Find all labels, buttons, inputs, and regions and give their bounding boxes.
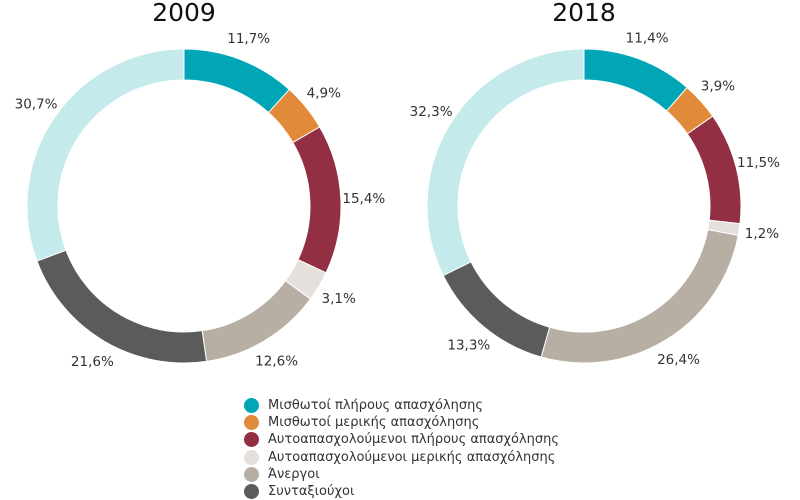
legend-label: Συνταξιούχοι [268, 484, 355, 500]
slice-value-label: 12,6% [255, 353, 298, 369]
legend: Μισθωτοί πλήρους απασχόλησης Μισθωτοί με… [244, 397, 664, 500]
donut-slice [36, 249, 208, 364]
donut-charts: 2009 11,7% 4,9% 15,4% 3,1% 12,6% 21,6% 30,7% 2… [15, 0, 780, 370]
legend-label: Άνεργοι [268, 466, 320, 482]
slice-value-label: 32,3% [410, 104, 453, 120]
legend-item: Μισθωτοί πλήρους απασχόλησης [244, 397, 664, 414]
donut-slice [583, 48, 688, 112]
donut-slice [292, 126, 342, 274]
donut-slice [686, 115, 742, 225]
donut-slice [26, 48, 185, 262]
legend-swatch [244, 415, 259, 431]
slice-value-label: 21,6% [71, 354, 114, 370]
slice-value-label: 30,7% [15, 96, 58, 112]
donut-2018: 11,4% 3,9% 11,5% 1,2% 26,4% 13,3% 32,3% [410, 30, 780, 368]
legend-label: Αυτοαπασχολούμενοι μερικής απασχόλησης [268, 449, 556, 465]
legend-swatch [244, 432, 259, 448]
slice-value-label: 4,9% [307, 86, 341, 102]
slice-value-label: 3,9% [701, 79, 735, 95]
donut-slice [426, 48, 585, 277]
slice-value-label: 11,4% [626, 30, 669, 46]
legend-swatch [244, 449, 259, 465]
slice-value-label: 15,4% [342, 191, 385, 207]
legend-item: Αυτοαπασχολούμενοι πλήρους απασχόλησης [244, 431, 664, 448]
donut-2009: 11,7% 4,9% 15,4% 3,1% 12,6% 21,6% 30,7% [15, 31, 386, 370]
legend-label: Αυτοαπασχολούμενοι πλήρους απασχόλησης [268, 432, 560, 448]
slice-value-label: 11,5% [737, 155, 780, 171]
donut-slice [201, 280, 312, 362]
legend-label: Μισθωτοί μερικής απασχόλησης [268, 415, 480, 431]
legend-label: Μισθωτοί πλήρους απασχόλησης [268, 398, 483, 414]
slice-value-label: 11,7% [227, 31, 270, 47]
legend-item: Συνταξιούχοι [244, 483, 664, 500]
slice-value-label: 1,2% [745, 226, 779, 242]
legend-swatch [244, 484, 259, 500]
legend-item: Αυτοαπασχολούμενοι μερικής απασχόλησης [244, 449, 664, 466]
legend-swatch [244, 466, 259, 482]
legend-item: Άνεργοι [244, 466, 664, 483]
legend-item: Μισθωτοί μερικής απασχόλησης [244, 414, 664, 431]
legend-swatch [244, 398, 259, 414]
chart-title-2009: 2009 [152, 0, 216, 27]
slice-value-label: 26,4% [657, 352, 700, 368]
donut-slice [540, 229, 739, 364]
slice-value-label: 13,3% [447, 337, 490, 353]
donut-slice [183, 48, 291, 114]
slice-value-label: 3,1% [321, 291, 355, 307]
chart-title-2018: 2018 [552, 0, 616, 27]
